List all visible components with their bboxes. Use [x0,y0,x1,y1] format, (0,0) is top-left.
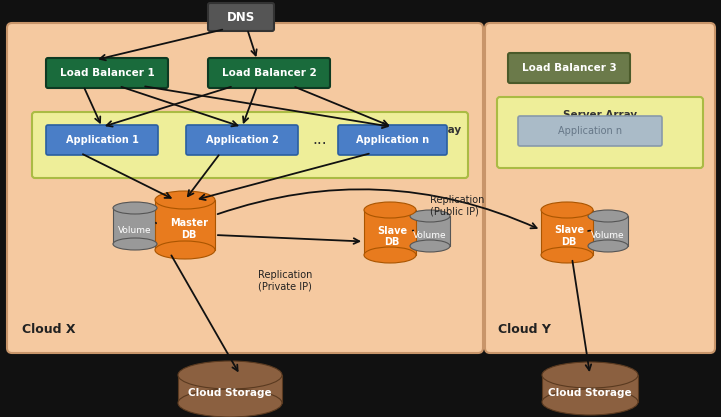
Text: Cloud Storage: Cloud Storage [188,388,272,398]
Text: Application n: Application n [356,135,429,145]
Ellipse shape [155,241,215,259]
Ellipse shape [541,202,593,218]
Ellipse shape [541,247,593,263]
Text: Cloud Storage: Cloud Storage [548,388,632,398]
Ellipse shape [542,362,638,388]
Bar [155,200,215,250]
FancyBboxPatch shape [46,125,158,155]
FancyBboxPatch shape [7,23,483,353]
Bar [113,208,157,244]
FancyBboxPatch shape [497,97,703,168]
Text: Slave
DB: Slave DB [377,226,407,247]
Bar [410,216,450,246]
Text: Server Array: Server Array [563,110,637,120]
Text: Application 2: Application 2 [205,135,278,145]
Bar [542,375,638,402]
FancyBboxPatch shape [32,112,468,178]
Ellipse shape [542,389,638,415]
Text: Cloud Y: Cloud Y [498,323,551,336]
Ellipse shape [588,240,628,252]
Text: Load Balancer 3: Load Balancer 3 [521,63,616,73]
Ellipse shape [364,247,416,263]
Text: Cloud X: Cloud X [22,323,76,336]
FancyBboxPatch shape [508,53,630,83]
Bar [178,375,282,403]
Text: Application n: Application n [558,126,622,136]
Ellipse shape [113,238,157,250]
Ellipse shape [364,202,416,218]
Ellipse shape [178,389,282,417]
Text: Slave
DB: Slave DB [554,225,584,247]
Ellipse shape [410,240,450,252]
Text: Replication
(Private IP): Replication (Private IP) [258,270,312,291]
Ellipse shape [155,191,215,209]
Text: ...: ... [313,133,327,148]
Text: Server Array: Server Array [387,125,461,135]
Text: Replication
(Public IP): Replication (Public IP) [430,195,485,216]
Text: DNS: DNS [227,10,255,23]
FancyBboxPatch shape [338,125,447,155]
FancyBboxPatch shape [46,58,168,88]
Text: Volume: Volume [118,226,152,234]
Ellipse shape [178,361,282,389]
Ellipse shape [588,210,628,222]
FancyBboxPatch shape [485,23,715,353]
FancyBboxPatch shape [518,116,662,146]
FancyBboxPatch shape [186,125,298,155]
Text: Load Balancer 1: Load Balancer 1 [60,68,154,78]
Bar [588,216,628,246]
Bar [541,210,593,255]
Text: Load Balancer 2: Load Balancer 2 [221,68,317,78]
Ellipse shape [113,202,157,214]
FancyBboxPatch shape [208,58,330,88]
Text: Application 1: Application 1 [66,135,138,145]
FancyBboxPatch shape [208,3,274,31]
Ellipse shape [410,210,450,222]
Bar [364,210,416,255]
Text: Volume: Volume [591,231,625,239]
Text: Master
DB: Master DB [170,218,208,240]
Text: Volume: Volume [413,231,447,239]
